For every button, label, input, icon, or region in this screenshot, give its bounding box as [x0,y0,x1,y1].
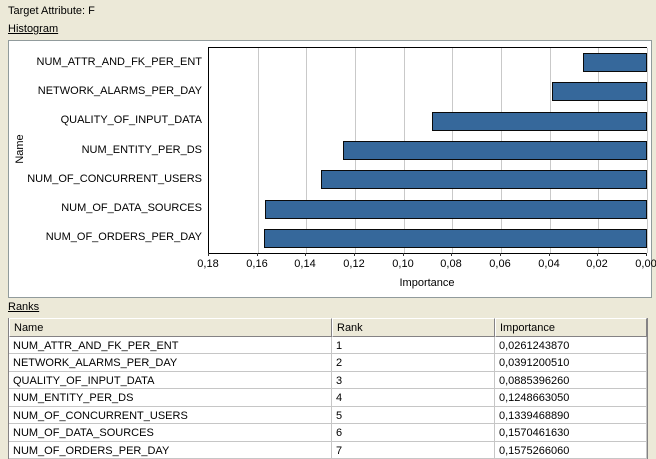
table-cell: NUM_OF_ORDERS_PER_DAY [9,441,332,458]
table-cell: QUALITY_OF_INPUT_DATA [9,371,332,389]
importance-bar [343,141,647,160]
tick-mark [646,253,647,256]
ranks-table-body: NUM_ATTR_AND_FK_PER_ENT 1 0,0261243870 NETW… [9,337,647,459]
category-label: NUM_ENTITY_PER_DS [81,144,202,156]
table-row[interactable]: NUM_OF_ORDERS_PER_DAY 7 0,1575266060 [9,441,647,459]
tick-mark [403,253,404,256]
table-cell: 2 [332,354,495,371]
table-cell: NUM_OF_DATA_SOURCES [9,424,332,441]
x-tick-label: 0,14 [294,258,316,270]
tick-mark [549,253,550,256]
table-cell: 7 [332,441,495,458]
column-header-name[interactable]: Name [9,318,332,337]
x-tick-label: 0,04 [538,258,560,270]
table-cell: 3 [332,371,495,389]
x-tick-label: 0,06 [489,258,511,270]
x-axis: 0,18 0,16 0,14 0,12 0,10 0,08 0,06 0,04 0,02 0,00 [197,253,656,271]
tick-mark [305,253,306,256]
category-label: NUM_OF_CONCURRENT_USERS [27,173,202,185]
importance-bar [265,200,647,219]
table-row[interactable]: QUALITY_OF_INPUT_DATA 3 0,0885396260 [9,371,647,390]
category-label: NETWORK_ALARMS_PER_DAY [37,85,202,97]
importance-bar [583,53,647,72]
histogram-section-label: Histogram [8,23,59,35]
table-cell: 1 [332,337,495,354]
x-tick-label: 0,08 [440,258,462,270]
table-cell: NUM_ATTR_AND_FK_PER_ENT [9,337,332,354]
table-cell: 0,1570461630 [495,424,647,441]
x-tick-label: 0,00 [635,258,656,270]
table-cell: 0,0261243870 [495,337,647,354]
table-cell: 0,1339468890 [495,406,647,424]
grid-line [647,48,648,253]
table-cell: NUM_OF_CONCURRENT_USERS [9,406,332,424]
table-cell: NETWORK_ALARMS_PER_DAY [9,354,332,371]
importance-bar [321,170,647,189]
category-label: QUALITY_OF_INPUT_DATA [60,114,202,126]
table-cell: 0,0885396260 [495,371,647,389]
ranks-section-label: Ranks [8,301,40,313]
grid-line [306,48,307,253]
importance-bar [552,82,647,101]
x-tick-label: 0,16 [246,258,268,270]
table-row[interactable]: NUM_ENTITY_PER_DS 4 0,1248663050 [9,389,647,407]
tick-mark [208,253,209,256]
tick-mark [500,253,501,256]
table-row[interactable]: NUM_OF_CONCURRENT_USERS 5 0,1339468890 [9,406,647,425]
table-cell: 4 [332,389,495,406]
table-row[interactable]: NUM_ATTR_AND_FK_PER_ENT 1 0,0261243870 [9,337,647,355]
ranks-table: Name Rank Importance NUM_ATTR_AND_FK_PER_E… [8,318,648,459]
column-header-importance[interactable]: Importance [495,318,647,337]
category-label: NUM_OF_DATA_SOURCES [61,202,202,214]
table-row[interactable]: NETWORK_ALARMS_PER_DAY 2 0,0391200510 [9,354,647,372]
table-cell: 0,0391200510 [495,354,647,371]
column-header-rank[interactable]: Rank [332,318,495,337]
tick-mark [354,253,355,256]
grid-line [258,48,259,253]
histogram-panel: Name NUM_ATTR_AND_FK_PER_ENT NETWORK_ALAR… [8,40,656,298]
table-cell: 0,1248663050 [495,389,647,406]
x-tick-label: 0,12 [343,258,365,270]
table-cell: 5 [332,406,495,424]
ranks-table-header: Name Rank Importance [9,318,647,337]
table-cell: 6 [332,424,495,441]
tick-mark [597,253,598,256]
importance-bar [432,112,647,131]
x-tick-label: 0,02 [586,258,608,270]
plot-area [208,47,648,254]
tick-mark [451,253,452,256]
tick-mark [257,253,258,256]
x-axis-title: Importance [399,277,455,289]
table-cell: NUM_ENTITY_PER_DS [9,389,332,406]
x-tick-label: 0,10 [392,258,414,270]
category-label: NUM_ATTR_AND_FK_PER_ENT [36,56,202,68]
category-label: NUM_OF_ORDERS_PER_DAY [45,231,202,243]
table-cell: 0,1575266060 [495,441,647,458]
table-row[interactable]: NUM_OF_DATA_SOURCES 6 0,1570461630 [9,424,647,442]
importance-bar [264,229,647,248]
x-tick-label: 0,18 [197,258,219,270]
target-attribute-label: Target Attribute: F [8,5,95,17]
